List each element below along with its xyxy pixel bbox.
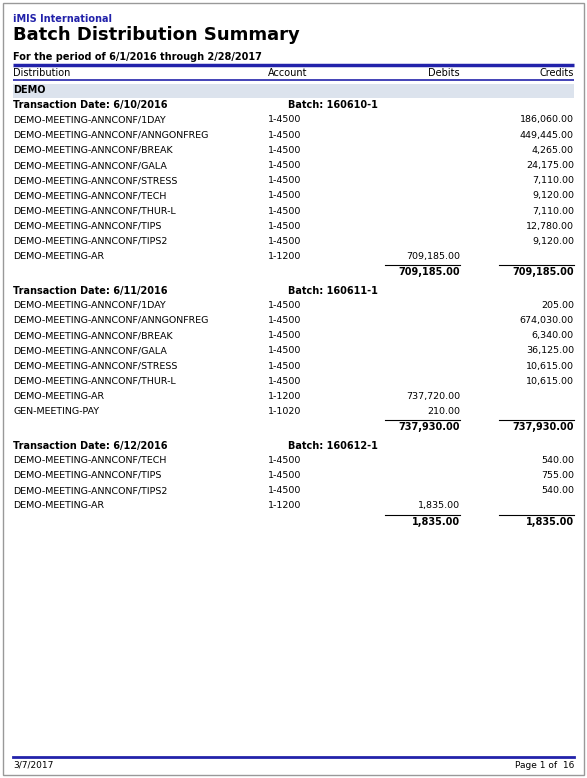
Text: 1-4500: 1-4500 [268,316,301,325]
Text: DEMO-MEETING-ANNCONF/TIPS: DEMO-MEETING-ANNCONF/TIPS [13,471,161,480]
Text: 1-4500: 1-4500 [268,145,301,155]
Text: 737,720.00: 737,720.00 [406,392,460,401]
Text: 205.00: 205.00 [541,301,574,310]
Text: 1-4500: 1-4500 [268,301,301,310]
Text: Batch: 160610-1: Batch: 160610-1 [288,100,378,110]
Text: Credits: Credits [539,68,574,78]
Text: 24,175.00: 24,175.00 [526,161,574,170]
Text: DEMO-MEETING-ANNCONF/TIPS2: DEMO-MEETING-ANNCONF/TIPS2 [13,486,167,496]
Text: DEMO-MEETING-ANNCONF/TIPS2: DEMO-MEETING-ANNCONF/TIPS2 [13,237,167,246]
Text: 10,615.00: 10,615.00 [526,377,574,386]
Text: 709,185.00: 709,185.00 [406,252,460,261]
Text: 36,125.00: 36,125.00 [526,346,574,356]
Text: 3/7/2017: 3/7/2017 [13,761,53,770]
Text: 540.00: 540.00 [541,486,574,496]
Text: 1-1200: 1-1200 [268,252,301,261]
Text: GEN-MEETING-PAY: GEN-MEETING-PAY [13,407,99,416]
Text: iMIS International: iMIS International [13,14,112,24]
Text: Batch: 160612-1: Batch: 160612-1 [288,440,378,450]
Text: 1-4500: 1-4500 [268,456,301,464]
Text: 1-1200: 1-1200 [268,501,301,510]
Text: 9,120.00: 9,120.00 [532,237,574,246]
Text: 1-1020: 1-1020 [268,407,301,416]
Text: 1-4500: 1-4500 [268,176,301,185]
Text: 6,340.00: 6,340.00 [532,331,574,340]
Text: DEMO-MEETING-AR: DEMO-MEETING-AR [13,501,104,510]
Text: 210.00: 210.00 [427,407,460,416]
Text: Transaction Date: 6/12/2016: Transaction Date: 6/12/2016 [13,440,167,450]
Text: DEMO-MEETING-ANNCONF/STRESS: DEMO-MEETING-ANNCONF/STRESS [13,362,177,370]
Text: DEMO-MEETING-AR: DEMO-MEETING-AR [13,392,104,401]
Text: DEMO-MEETING-ANNCONF/GALA: DEMO-MEETING-ANNCONF/GALA [13,346,167,356]
Text: 1-4500: 1-4500 [268,222,301,231]
Text: 7,110.00: 7,110.00 [532,207,574,216]
Text: 4,265.00: 4,265.00 [532,145,574,155]
Text: 1-4500: 1-4500 [268,161,301,170]
Text: 1-4500: 1-4500 [268,207,301,216]
Text: 9,120.00: 9,120.00 [532,191,574,201]
Text: 1,835.00: 1,835.00 [412,517,460,527]
Text: Batch: 160611-1: Batch: 160611-1 [288,286,378,296]
Text: 12,780.00: 12,780.00 [526,222,574,231]
Text: 1-1200: 1-1200 [268,392,301,401]
Text: 540.00: 540.00 [541,456,574,464]
Text: 737,930.00: 737,930.00 [399,422,460,433]
Text: 1,835.00: 1,835.00 [526,517,574,527]
Text: DEMO-MEETING-AR: DEMO-MEETING-AR [13,252,104,261]
Text: DEMO-MEETING-ANNCONF/1DAY: DEMO-MEETING-ANNCONF/1DAY [13,301,166,310]
Text: 1-4500: 1-4500 [268,377,301,386]
Text: DEMO-MEETING-ANNCONF/TECH: DEMO-MEETING-ANNCONF/TECH [13,191,166,201]
Text: DEMO-MEETING-ANNCONF/TECH: DEMO-MEETING-ANNCONF/TECH [13,456,166,464]
Text: 1-4500: 1-4500 [268,346,301,356]
Text: 186,060.00: 186,060.00 [520,115,574,124]
Text: 449,445.00: 449,445.00 [520,131,574,139]
Text: Account: Account [268,68,308,78]
Text: Transaction Date: 6/11/2016: Transaction Date: 6/11/2016 [13,286,167,296]
Text: 1-4500: 1-4500 [268,131,301,139]
Text: 1-4500: 1-4500 [268,471,301,480]
Text: 1-4500: 1-4500 [268,115,301,124]
Text: Batch Distribution Summary: Batch Distribution Summary [13,26,300,44]
Text: For the period of 6/1/2016 through 2/28/2017: For the period of 6/1/2016 through 2/28/… [13,52,262,62]
Text: Debits: Debits [429,68,460,78]
Text: 737,930.00: 737,930.00 [512,422,574,433]
Text: 7,110.00: 7,110.00 [532,176,574,185]
Text: 755.00: 755.00 [541,471,574,480]
Text: DEMO-MEETING-ANNCONF/STRESS: DEMO-MEETING-ANNCONF/STRESS [13,176,177,185]
Text: Transaction Date: 6/10/2016: Transaction Date: 6/10/2016 [13,100,167,110]
Text: 1-4500: 1-4500 [268,237,301,246]
Text: DEMO-MEETING-ANNCONF/BREAK: DEMO-MEETING-ANNCONF/BREAK [13,331,173,340]
Bar [13,84,574,98]
Text: 709,185.00: 709,185.00 [512,268,574,278]
Text: Page 1 of  16: Page 1 of 16 [515,761,574,770]
Text: DEMO-MEETING-ANNCONF/THUR-L: DEMO-MEETING-ANNCONF/THUR-L [13,377,176,386]
Text: DEMO-MEETING-ANNCONF/ANNGONFREG: DEMO-MEETING-ANNCONF/ANNGONFREG [13,316,208,325]
Text: DEMO-MEETING-ANNCONF/ANNGONFREG: DEMO-MEETING-ANNCONF/ANNGONFREG [13,131,208,139]
Text: 1,835.00: 1,835.00 [418,501,460,510]
Text: 709,185.00: 709,185.00 [399,268,460,278]
Text: DEMO: DEMO [13,85,46,95]
Text: 1-4500: 1-4500 [268,362,301,370]
Text: DEMO-MEETING-ANNCONF/1DAY: DEMO-MEETING-ANNCONF/1DAY [13,115,166,124]
Text: Distribution: Distribution [13,68,70,78]
Text: 10,615.00: 10,615.00 [526,362,574,370]
Text: DEMO-MEETING-ANNCONF/BREAK: DEMO-MEETING-ANNCONF/BREAK [13,145,173,155]
Text: 1-4500: 1-4500 [268,486,301,496]
Text: DEMO-MEETING-ANNCONF/GALA: DEMO-MEETING-ANNCONF/GALA [13,161,167,170]
Text: DEMO-MEETING-ANNCONF/THUR-L: DEMO-MEETING-ANNCONF/THUR-L [13,207,176,216]
Text: DEMO-MEETING-ANNCONF/TIPS: DEMO-MEETING-ANNCONF/TIPS [13,222,161,231]
Text: 1-4500: 1-4500 [268,191,301,201]
Text: 674,030.00: 674,030.00 [520,316,574,325]
Text: 1-4500: 1-4500 [268,331,301,340]
